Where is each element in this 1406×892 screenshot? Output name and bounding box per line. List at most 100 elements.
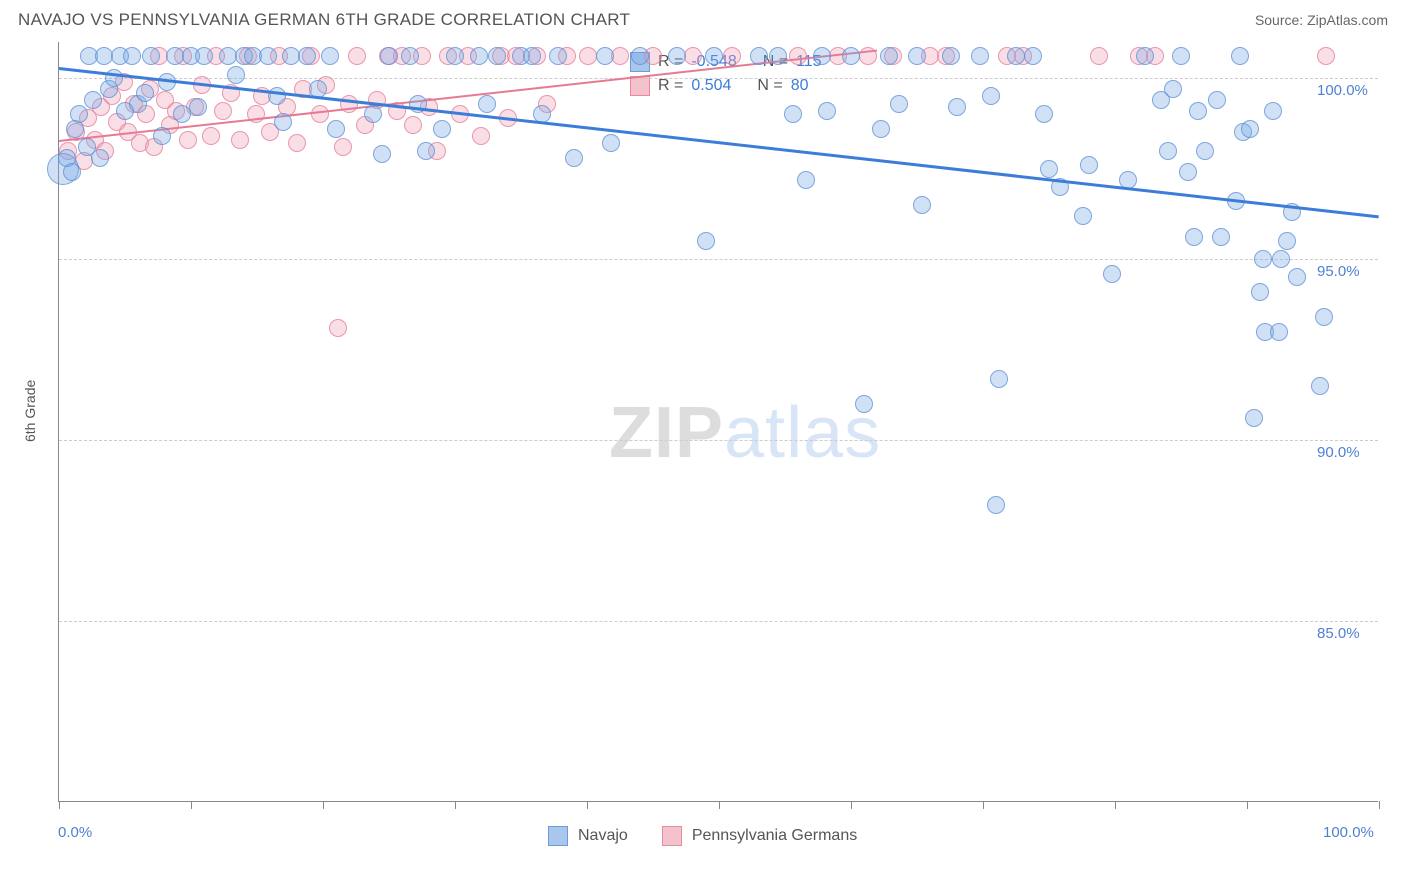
y-tick-label: 100.0% bbox=[1317, 82, 1368, 99]
navajo-point bbox=[1035, 105, 1053, 123]
navajo-point bbox=[1278, 232, 1296, 250]
navajo-point bbox=[227, 66, 245, 84]
navajo-point bbox=[1311, 377, 1329, 395]
navajo-point bbox=[91, 149, 109, 167]
navajo-point bbox=[1007, 47, 1025, 65]
chart-title: NAVAJO VS PENNSYLVANIA GERMAN 6TH GRADE … bbox=[18, 10, 630, 30]
navajo-point bbox=[908, 47, 926, 65]
navajo-point bbox=[942, 47, 960, 65]
navajo-point bbox=[890, 95, 908, 113]
navajo-point bbox=[1315, 308, 1333, 326]
navajo-point bbox=[417, 142, 435, 160]
navajo-point bbox=[1245, 409, 1263, 427]
x-tick bbox=[455, 801, 456, 809]
legend-series-label: Navajo bbox=[578, 827, 628, 845]
legend-swatch bbox=[662, 826, 682, 846]
x-tick bbox=[983, 801, 984, 809]
navajo-point bbox=[123, 47, 141, 65]
navajo-point bbox=[596, 47, 614, 65]
penn-german-point bbox=[202, 127, 220, 145]
navajo-point bbox=[1251, 283, 1269, 301]
navajo-point bbox=[373, 145, 391, 163]
navajo-point bbox=[797, 171, 815, 189]
x-tick bbox=[323, 801, 324, 809]
navajo-point bbox=[401, 47, 419, 65]
navajo-point bbox=[1231, 47, 1249, 65]
navajo-point bbox=[842, 47, 860, 65]
navajo-point bbox=[1164, 80, 1182, 98]
navajo-point bbox=[880, 47, 898, 65]
penn-german-point bbox=[334, 138, 352, 156]
watermark: ZIPatlas bbox=[609, 392, 881, 474]
penn-german-point bbox=[472, 127, 490, 145]
navajo-point bbox=[84, 91, 102, 109]
navajo-point bbox=[769, 47, 787, 65]
navajo-point bbox=[549, 47, 567, 65]
navajo-point bbox=[1136, 47, 1154, 65]
x-tick bbox=[59, 801, 60, 809]
source-name: ZipAtlas.com bbox=[1307, 12, 1388, 28]
navajo-point bbox=[70, 105, 88, 123]
navajo-point bbox=[1074, 207, 1092, 225]
navajo-point bbox=[1024, 47, 1042, 65]
navajo-point bbox=[274, 113, 292, 131]
navajo-point bbox=[982, 87, 1000, 105]
penn-german-point bbox=[684, 47, 702, 65]
navajo-point bbox=[1189, 102, 1207, 120]
navajo-point bbox=[380, 47, 398, 65]
navajo-point bbox=[565, 149, 583, 167]
navajo-point bbox=[1288, 268, 1306, 286]
navajo-point bbox=[488, 47, 506, 65]
navajo-point bbox=[631, 47, 649, 65]
navajo-point bbox=[1196, 142, 1214, 160]
plot-area: ZIPatlas R =-0.548N =115R =0.504N =80 10… bbox=[58, 42, 1378, 802]
x-tick bbox=[1115, 801, 1116, 809]
navajo-point bbox=[813, 47, 831, 65]
navajo-point bbox=[1159, 142, 1177, 160]
navajo-point bbox=[1172, 47, 1190, 65]
navajo-point bbox=[259, 47, 277, 65]
navajo-point bbox=[855, 395, 873, 413]
x-tick-label: 100.0% bbox=[1323, 824, 1374, 841]
x-tick bbox=[851, 801, 852, 809]
navajo-point bbox=[818, 102, 836, 120]
navajo-point bbox=[195, 47, 213, 65]
y-tick-label: 90.0% bbox=[1317, 444, 1360, 461]
gridline-h bbox=[59, 621, 1378, 622]
x-tick bbox=[1379, 801, 1380, 809]
penn-german-point bbox=[231, 131, 249, 149]
navajo-point bbox=[327, 120, 345, 138]
navajo-point bbox=[705, 47, 723, 65]
penn-german-point bbox=[329, 319, 347, 337]
penn-german-point bbox=[179, 131, 197, 149]
series-legend: Navajo Pennsylvania Germans bbox=[548, 826, 881, 846]
y-axis-title: 6th Grade bbox=[22, 380, 38, 442]
navajo-point bbox=[364, 105, 382, 123]
navajo-point bbox=[1040, 160, 1058, 178]
gridline-h bbox=[59, 440, 1378, 441]
source-label: Source: bbox=[1255, 12, 1307, 28]
navajo-point bbox=[298, 47, 316, 65]
navajo-point bbox=[478, 95, 496, 113]
x-tick bbox=[191, 801, 192, 809]
navajo-point bbox=[1272, 250, 1290, 268]
navajo-point bbox=[470, 47, 488, 65]
navajo-point bbox=[913, 196, 931, 214]
watermark-part1: ZIP bbox=[609, 393, 724, 473]
penn-german-point bbox=[723, 47, 741, 65]
navajo-point bbox=[433, 120, 451, 138]
navajo-point bbox=[668, 47, 686, 65]
legend-series-label: Pennsylvania Germans bbox=[692, 827, 857, 845]
navajo-point bbox=[987, 496, 1005, 514]
navajo-point bbox=[1208, 91, 1226, 109]
navajo-point bbox=[1080, 156, 1098, 174]
navajo-point bbox=[1212, 228, 1230, 246]
navajo-point bbox=[142, 47, 160, 65]
navajo-point bbox=[1270, 323, 1288, 341]
navajo-point bbox=[523, 47, 541, 65]
navajo-point bbox=[971, 47, 989, 65]
navajo-point bbox=[1241, 120, 1259, 138]
navajo-point bbox=[1254, 250, 1272, 268]
navajo-point bbox=[872, 120, 890, 138]
navajo-point bbox=[750, 47, 768, 65]
